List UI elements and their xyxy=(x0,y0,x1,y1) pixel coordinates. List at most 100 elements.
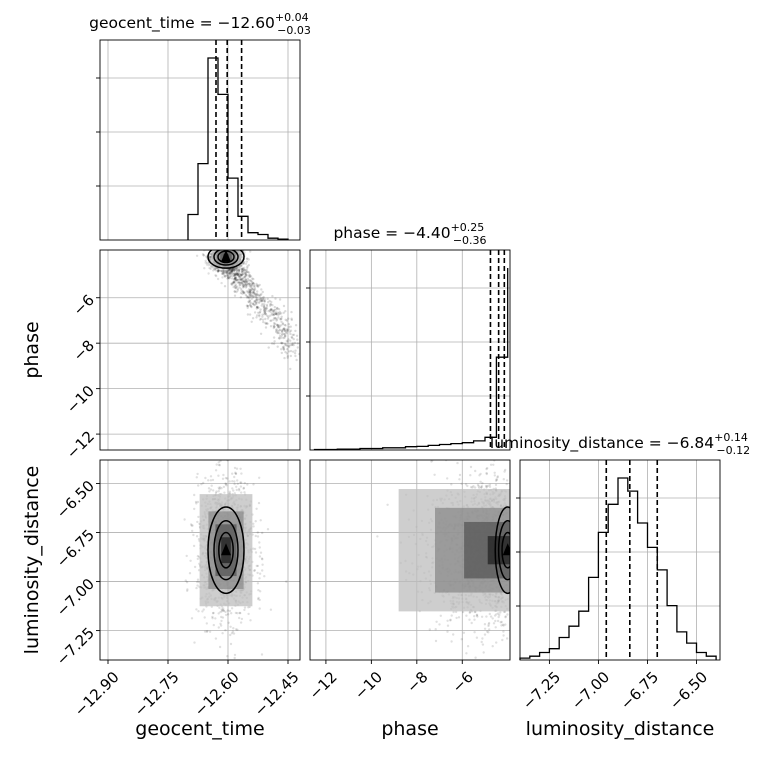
sample-point xyxy=(264,311,267,315)
sample-point xyxy=(209,267,212,271)
sample-point xyxy=(504,468,507,472)
sample-point xyxy=(227,273,230,276)
sample-point xyxy=(220,487,223,490)
sample-point xyxy=(231,242,233,244)
sample-point xyxy=(446,630,449,633)
sample-point xyxy=(243,260,246,264)
sample-point xyxy=(231,247,233,249)
sample-point xyxy=(258,300,262,303)
sample-point xyxy=(240,277,243,281)
sample-point xyxy=(274,312,278,316)
sample-point xyxy=(473,631,476,634)
sample-point xyxy=(239,485,243,488)
sample-point xyxy=(249,295,252,298)
sample-point xyxy=(207,272,210,275)
sample-point xyxy=(250,305,253,308)
sample-point xyxy=(227,245,229,247)
sample-point xyxy=(232,247,234,249)
sample-point xyxy=(278,312,282,316)
sample-point xyxy=(238,281,241,284)
sample-point xyxy=(232,285,235,289)
sample-point xyxy=(241,269,244,272)
sample-point xyxy=(234,277,237,280)
sample-point xyxy=(250,287,253,290)
sample-point xyxy=(286,356,289,359)
sample-point xyxy=(272,309,275,312)
sample-point xyxy=(474,469,477,473)
sample-point xyxy=(493,474,496,477)
sample-point xyxy=(227,240,229,242)
sample-point xyxy=(224,476,228,480)
sample-point xyxy=(241,267,244,271)
sample-point xyxy=(471,486,474,489)
sample-point xyxy=(238,283,241,287)
sample-point xyxy=(235,278,239,282)
sample-point xyxy=(241,269,244,272)
sample-point xyxy=(204,259,207,262)
sample-point xyxy=(241,280,244,283)
sample-point xyxy=(256,285,260,288)
sample-point xyxy=(206,261,209,264)
sample-point xyxy=(223,244,225,246)
sample-point xyxy=(237,274,240,277)
sample-point xyxy=(226,276,230,279)
sample-point xyxy=(235,628,238,631)
sample-point xyxy=(493,471,496,474)
sample-point xyxy=(242,272,245,275)
sample-point xyxy=(223,246,225,248)
sample-point xyxy=(220,247,222,249)
sample-point xyxy=(218,245,220,247)
sample-point xyxy=(246,274,249,277)
sample-point xyxy=(244,286,248,289)
sample-point xyxy=(184,579,187,582)
sample-point xyxy=(232,627,235,630)
peak-marker xyxy=(221,250,231,262)
sample-point xyxy=(237,487,241,491)
sample-point xyxy=(502,634,505,637)
sample-point xyxy=(236,455,238,457)
sample-point xyxy=(272,342,276,345)
sample-point xyxy=(225,271,229,275)
sample-point xyxy=(217,243,219,245)
sample-point xyxy=(260,299,264,302)
sample-point xyxy=(479,480,482,483)
sample-point xyxy=(244,281,248,284)
sample-point xyxy=(235,271,238,274)
sample-point xyxy=(446,477,449,480)
sample-point xyxy=(224,245,226,247)
sample-point xyxy=(268,309,272,312)
sample-point xyxy=(233,294,237,297)
sample-point xyxy=(233,274,237,277)
sample-point xyxy=(284,310,287,313)
sample-point xyxy=(228,492,231,495)
sample-point xyxy=(231,268,234,271)
sample-point xyxy=(245,260,249,263)
sample-point xyxy=(485,467,488,471)
sample-point xyxy=(278,310,282,314)
sample-point xyxy=(242,285,246,288)
sample-point xyxy=(243,280,246,284)
sample-point xyxy=(219,622,222,625)
sample-point xyxy=(504,615,507,618)
sample-point xyxy=(280,329,284,332)
sample-point xyxy=(203,267,206,270)
sample-point xyxy=(232,489,235,492)
sample-point xyxy=(252,483,255,486)
sample-point xyxy=(225,247,227,249)
sample-point xyxy=(218,645,222,649)
sample-point xyxy=(219,244,221,246)
sample-point xyxy=(221,247,223,249)
sample-point xyxy=(275,329,278,332)
sample-point xyxy=(248,293,251,296)
sample-point xyxy=(233,475,236,479)
sample-point xyxy=(227,269,230,272)
sample-point xyxy=(230,247,232,249)
sample-point xyxy=(255,306,259,309)
sample-point xyxy=(208,630,212,633)
sample-point xyxy=(236,246,238,248)
sample-point xyxy=(252,302,255,305)
sample-point xyxy=(237,273,240,277)
sample-point xyxy=(466,484,469,488)
sample-point xyxy=(245,270,249,274)
sample-point xyxy=(239,611,242,615)
